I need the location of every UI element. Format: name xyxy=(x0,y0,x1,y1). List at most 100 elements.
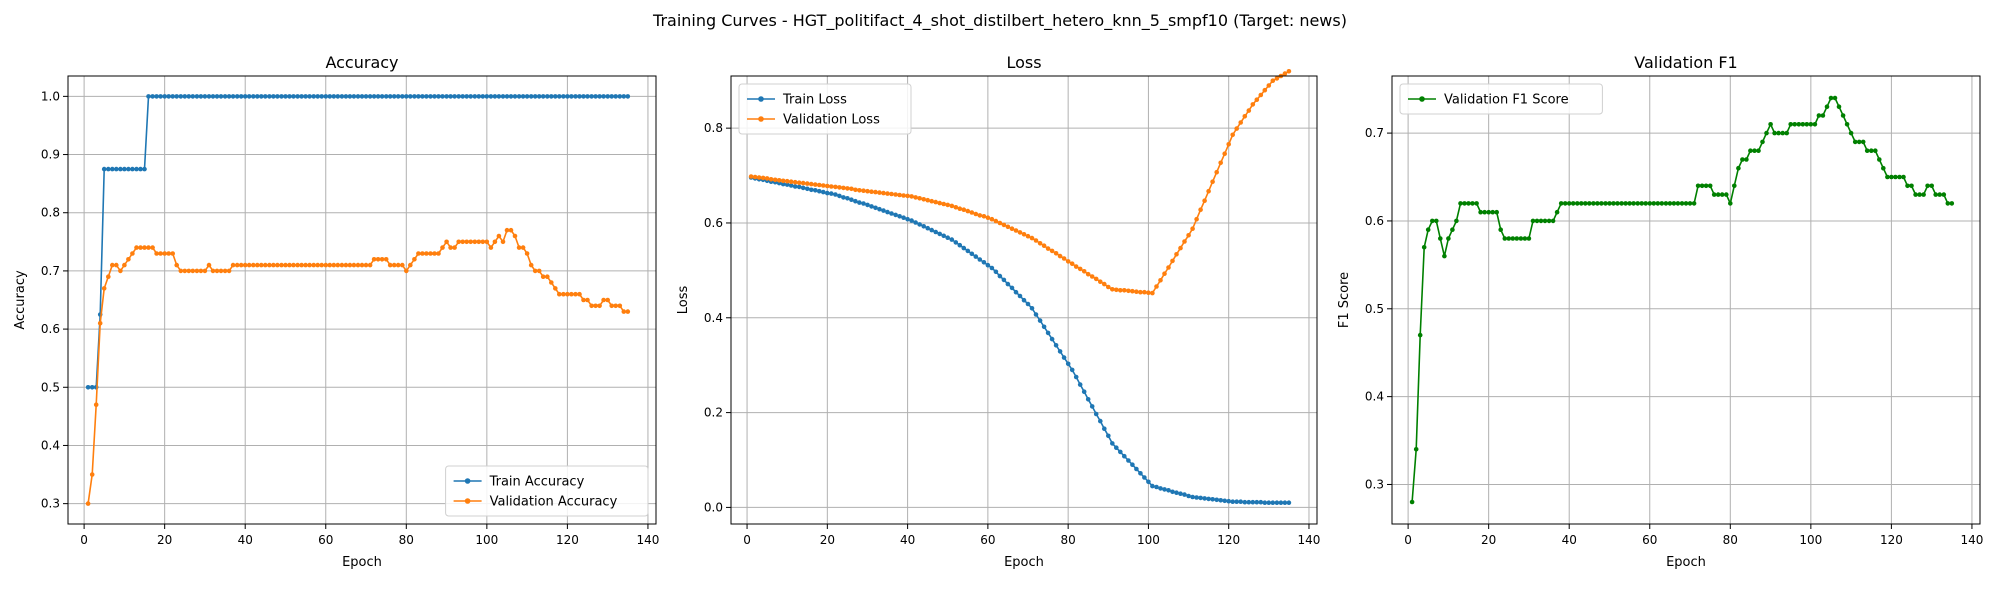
f1-data-point xyxy=(1546,218,1552,224)
f1-data-point xyxy=(1836,104,1842,109)
f1-data-point xyxy=(1683,201,1689,206)
loss-data-point xyxy=(1274,500,1280,506)
accuracy-data-point xyxy=(520,245,526,250)
f1-data-point xyxy=(1848,130,1854,136)
loss-data-point xyxy=(905,193,910,199)
accuracy-data-point xyxy=(420,251,425,256)
f1-data-point xyxy=(1562,201,1568,206)
accuracy-data-point xyxy=(488,94,494,99)
loss-legend-swatch-marker xyxy=(758,116,764,122)
loss-data-point xyxy=(945,202,950,208)
loss-data-point xyxy=(997,273,1003,279)
accuracy-data-point xyxy=(275,262,280,268)
accuracy-x-axis-label: Epoch xyxy=(342,555,382,570)
loss-data-point xyxy=(1005,281,1011,287)
f1-data-point xyxy=(1860,139,1866,145)
loss-data-point xyxy=(849,197,854,202)
loss-data-point xyxy=(973,211,979,217)
f1-data-point xyxy=(1450,227,1455,232)
loss-x-tick-label: 20 xyxy=(820,533,835,547)
loss-data-point xyxy=(1166,265,1171,270)
accuracy-data-point xyxy=(428,251,433,256)
f1-data-point xyxy=(1824,104,1830,109)
loss-data-point xyxy=(1053,343,1059,348)
loss-data-point xyxy=(873,189,878,195)
loss-y-axis-label: Loss xyxy=(676,286,691,315)
accuracy-data-point xyxy=(339,94,345,99)
loss-data-point xyxy=(1246,499,1252,505)
loss-data-point xyxy=(957,206,963,211)
accuracy-data-point xyxy=(226,94,232,99)
accuracy-data-point xyxy=(585,297,590,303)
accuracy-data-point xyxy=(400,94,405,99)
accuracy-data-point xyxy=(89,385,95,390)
accuracy-x-tick-label: 60 xyxy=(318,533,333,547)
accuracy-data-point xyxy=(254,262,260,268)
loss-data-point xyxy=(833,192,838,197)
accuracy-data-point xyxy=(504,94,510,99)
f1-data-point xyxy=(1550,218,1556,224)
loss-data-point xyxy=(1081,269,1087,274)
accuracy-data-point xyxy=(170,251,175,256)
f1-data-point xyxy=(1776,130,1781,136)
accuracy-data-point xyxy=(138,245,143,250)
accuracy-data-point xyxy=(138,166,143,172)
accuracy-data-point xyxy=(319,94,325,99)
loss-data-point xyxy=(784,178,790,184)
loss-data-point xyxy=(1234,126,1239,131)
loss-data-point xyxy=(1106,284,1111,290)
loss-data-point xyxy=(1198,495,1203,501)
f1-data-point xyxy=(1478,209,1483,215)
f1-data-point xyxy=(1724,192,1729,197)
f1-data-point xyxy=(1474,201,1479,206)
loss-data-point xyxy=(1210,179,1215,184)
loss-x-tick-label: 60 xyxy=(980,533,995,547)
loss-data-point xyxy=(1142,475,1147,480)
loss-data-point xyxy=(1077,382,1083,387)
f1-y-tick-label: 0.4 xyxy=(1365,390,1384,404)
f1-data-point xyxy=(1695,183,1701,189)
loss-data-point xyxy=(1089,404,1095,409)
loss-data-point xyxy=(1178,245,1183,251)
accuracy-data-point xyxy=(387,94,393,99)
accuracy-data-point xyxy=(395,262,401,268)
f1-data-point xyxy=(1446,236,1451,241)
loss-data-point xyxy=(949,203,955,209)
accuracy-data-point xyxy=(226,268,232,274)
accuracy-data-point xyxy=(500,239,506,245)
accuracy-data-point xyxy=(202,268,208,274)
f1-data-point xyxy=(1820,113,1826,118)
loss-data-point xyxy=(1138,471,1143,476)
accuracy-data-point xyxy=(142,166,147,172)
accuracy-data-point xyxy=(238,262,244,268)
loss-data-point xyxy=(989,265,995,271)
f1-x-tick-label: 120 xyxy=(1880,533,1903,547)
loss-data-point xyxy=(788,179,794,184)
f1-data-point xyxy=(1945,201,1951,206)
f1-data-point xyxy=(1566,201,1572,206)
accuracy-data-point xyxy=(625,309,631,314)
accuracy-data-point xyxy=(512,233,518,239)
f1-data-point xyxy=(1490,209,1495,215)
accuracy-data-point xyxy=(379,94,385,99)
loss-data-point xyxy=(965,208,971,214)
loss-data-point xyxy=(941,201,946,207)
loss-data-point xyxy=(1081,389,1087,395)
accuracy-data-point xyxy=(271,262,276,268)
f1-data-point xyxy=(1417,332,1423,338)
f1-data-point xyxy=(1671,201,1677,206)
loss-data-point xyxy=(809,181,814,187)
accuracy-data-point xyxy=(420,94,425,99)
loss-data-point xyxy=(861,188,866,193)
loss-data-point xyxy=(1270,78,1276,83)
f1-data-point xyxy=(1635,201,1640,206)
accuracy-y-tick-label: 1.0 xyxy=(41,89,60,103)
accuracy-data-point xyxy=(508,94,514,99)
loss-data-point xyxy=(1146,479,1151,485)
loss-data-point xyxy=(1077,266,1083,272)
loss-data-point xyxy=(1057,253,1063,259)
loss-data-point xyxy=(756,175,762,180)
accuracy-data-point xyxy=(130,166,135,172)
loss-data-point xyxy=(1025,233,1031,239)
f1-data-point xyxy=(1796,122,1802,127)
